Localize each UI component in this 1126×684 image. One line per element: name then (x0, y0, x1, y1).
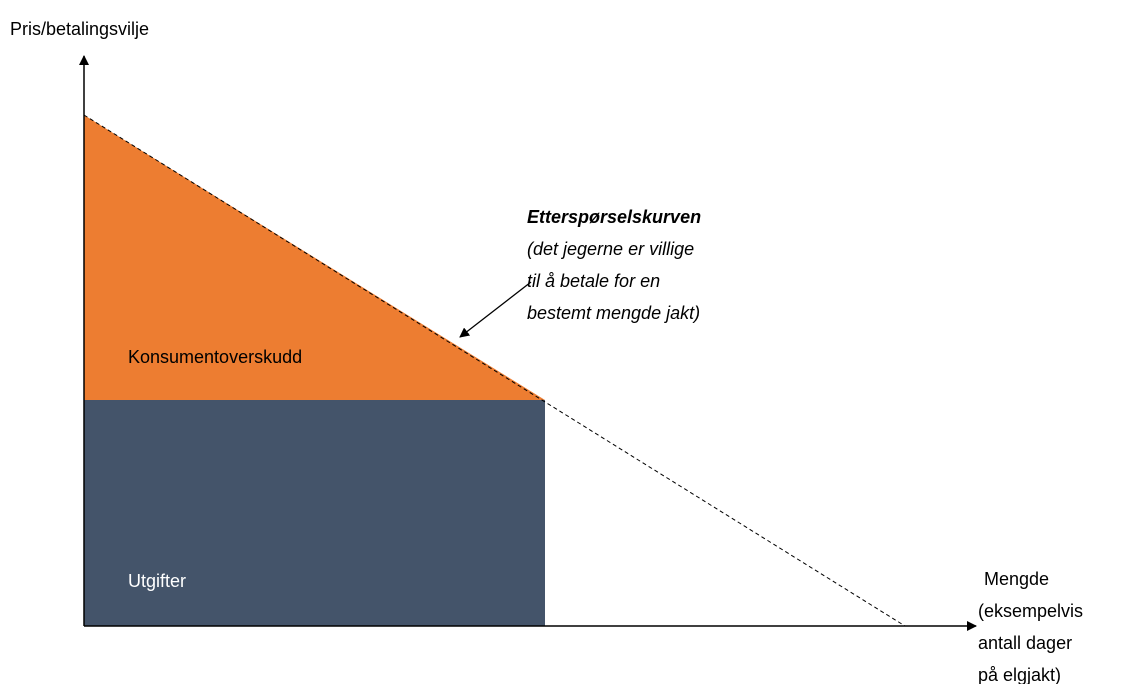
demand-curve (83, 114, 906, 627)
x-axis-label: antall dager (978, 633, 1072, 653)
expenditure-area (84, 400, 545, 626)
expenditure-label: Utgifter (128, 571, 186, 591)
x-axis-label: Mengde (984, 569, 1049, 589)
annotation-title: Etterspørselskurven (527, 207, 701, 227)
y-axis-label: Pris/betalingsvilje (10, 19, 149, 39)
annotation-arrow (459, 281, 532, 338)
annotation-line: bestemt mengde jakt) (527, 303, 700, 323)
x-axis-label: på elgjakt) (978, 665, 1061, 684)
x-axis-label: (eksempelvis (978, 601, 1083, 621)
surplus-label: Konsumentoverskudd (128, 347, 302, 367)
annotation-line: til å betale for en (527, 271, 660, 291)
annotation-line: (det jegerne er villige (527, 239, 694, 259)
